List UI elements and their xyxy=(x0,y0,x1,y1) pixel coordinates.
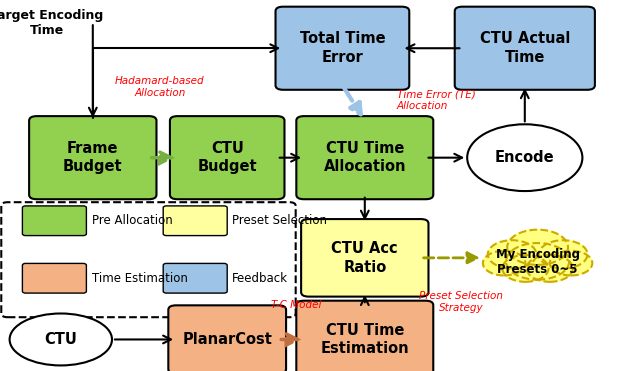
FancyBboxPatch shape xyxy=(163,206,227,236)
Text: My Encoding
Presets 0~5: My Encoding Presets 0~5 xyxy=(495,247,580,276)
FancyBboxPatch shape xyxy=(22,206,86,236)
FancyBboxPatch shape xyxy=(163,263,227,293)
Text: CTU: CTU xyxy=(44,332,77,347)
Text: CTU Acc
Ratio: CTU Acc Ratio xyxy=(332,241,398,275)
Circle shape xyxy=(502,255,548,282)
Text: Preset Selection: Preset Selection xyxy=(232,214,327,227)
Circle shape xyxy=(508,230,568,265)
FancyBboxPatch shape xyxy=(296,116,433,199)
FancyBboxPatch shape xyxy=(170,116,284,199)
Ellipse shape xyxy=(467,124,582,191)
FancyBboxPatch shape xyxy=(1,202,296,317)
Text: Preset Selection
Strategy: Preset Selection Strategy xyxy=(419,291,503,313)
Circle shape xyxy=(550,251,593,275)
FancyBboxPatch shape xyxy=(29,116,156,199)
Text: CTU Time
Estimation: CTU Time Estimation xyxy=(321,323,409,356)
Text: Encode: Encode xyxy=(495,150,555,165)
Text: Target Encoding
Time: Target Encoding Time xyxy=(0,9,103,37)
Text: Feedback: Feedback xyxy=(232,272,288,285)
Circle shape xyxy=(483,251,525,275)
Ellipse shape xyxy=(10,313,112,365)
FancyBboxPatch shape xyxy=(301,219,428,297)
Text: Time Estimation: Time Estimation xyxy=(92,272,188,285)
FancyBboxPatch shape xyxy=(168,305,286,371)
Text: T-C Model: T-C Model xyxy=(271,300,321,310)
Text: Hadamard-based
Allocation: Hadamard-based Allocation xyxy=(115,76,205,98)
Text: PlanarCost: PlanarCost xyxy=(182,332,272,347)
Circle shape xyxy=(506,243,569,280)
Circle shape xyxy=(488,240,536,269)
FancyBboxPatch shape xyxy=(296,301,433,371)
FancyBboxPatch shape xyxy=(275,7,410,90)
FancyBboxPatch shape xyxy=(22,263,86,293)
Text: Pre Allocation: Pre Allocation xyxy=(92,214,172,227)
Text: Frame
Budget: Frame Budget xyxy=(63,141,123,174)
Text: Time Error (TE)
Allocation: Time Error (TE) Allocation xyxy=(397,89,476,111)
Circle shape xyxy=(539,240,588,269)
Text: CTU
Budget: CTU Budget xyxy=(197,141,257,174)
Text: CTU Actual
Time: CTU Actual Time xyxy=(479,32,570,65)
Text: Total Time
Error: Total Time Error xyxy=(300,32,385,65)
FancyBboxPatch shape xyxy=(454,7,595,90)
Text: CTU Time
Allocation: CTU Time Allocation xyxy=(324,141,406,174)
Circle shape xyxy=(527,255,573,282)
